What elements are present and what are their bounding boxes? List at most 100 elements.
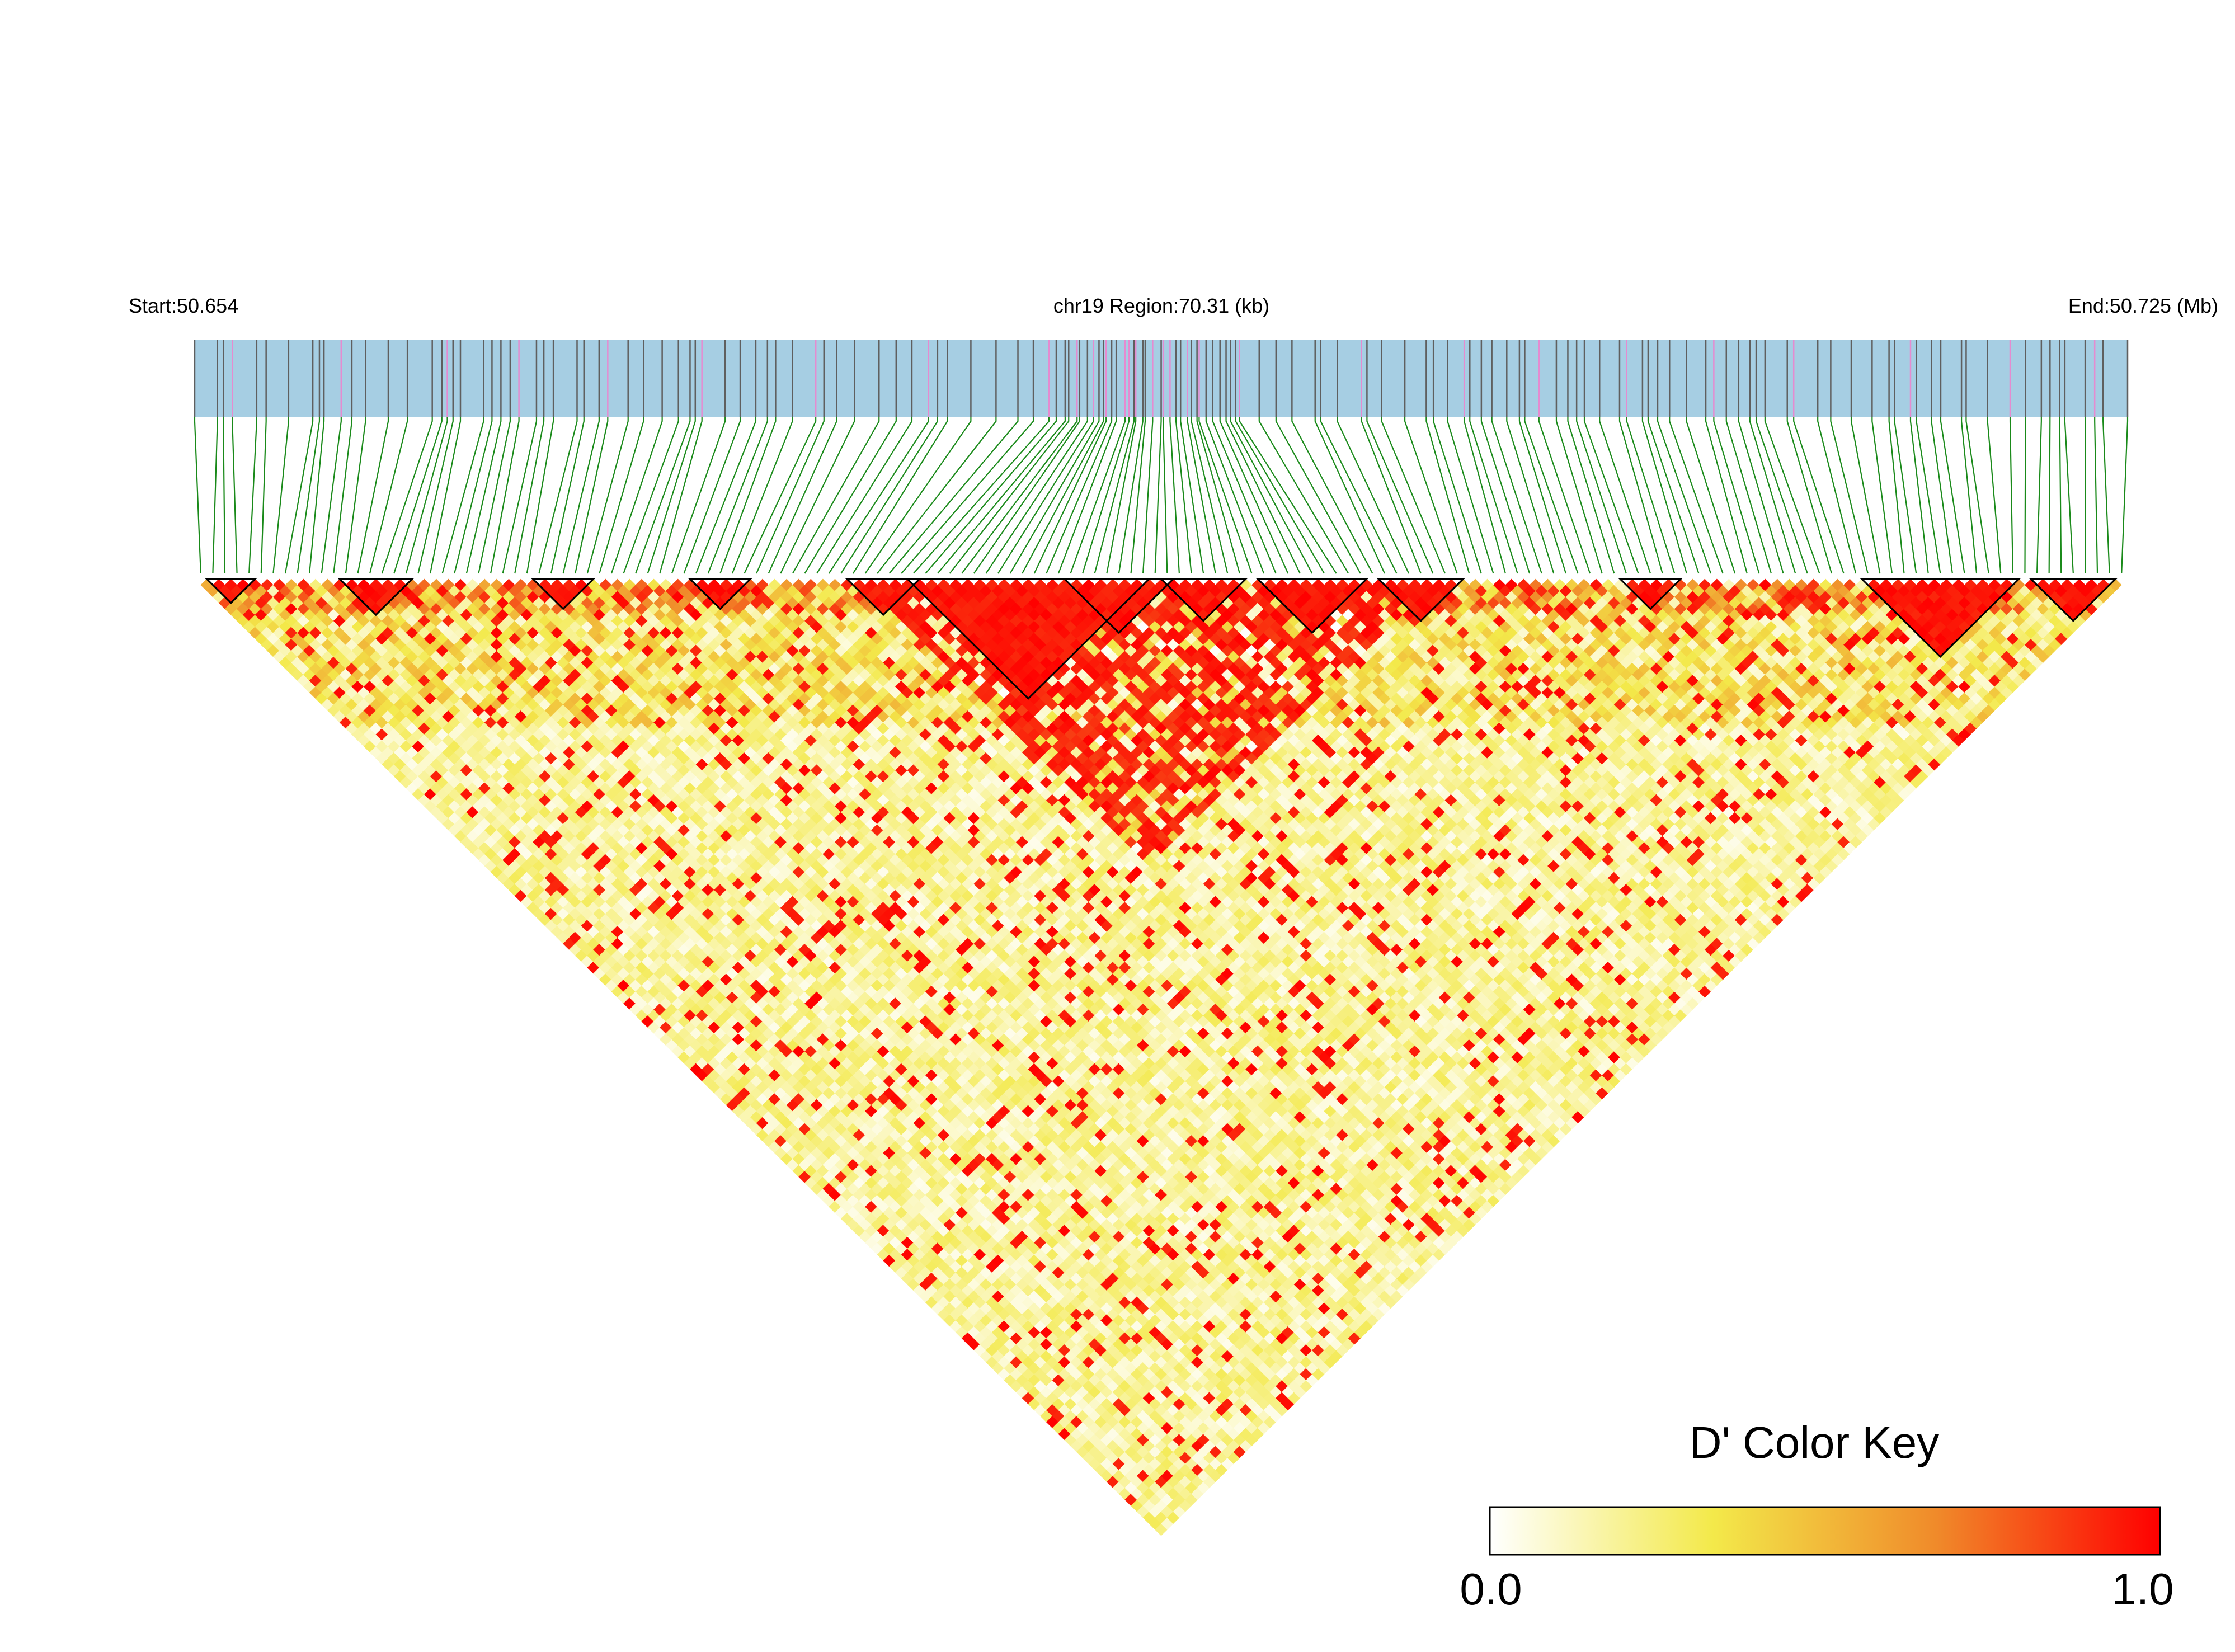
snp-connector bbox=[1191, 417, 1229, 574]
snp-connector bbox=[526, 417, 554, 574]
snp-connector bbox=[1641, 417, 1687, 574]
snp-connector bbox=[1320, 417, 1398, 574]
snp-connector bbox=[1713, 417, 1760, 574]
snp-connector bbox=[1749, 417, 1796, 574]
snp-connector bbox=[429, 417, 462, 574]
snp-connector bbox=[1538, 417, 1591, 574]
snp-connector bbox=[610, 417, 663, 574]
snp-connector bbox=[695, 417, 757, 574]
snp-connector bbox=[1618, 417, 1663, 574]
snp-connector bbox=[1175, 417, 1192, 574]
snp-connector bbox=[212, 417, 218, 574]
snp-connector bbox=[369, 417, 408, 574]
region-label: chr19 Region:70.31 (kb) bbox=[1053, 294, 1269, 317]
snp-position-track bbox=[194, 340, 2129, 417]
snp-connector bbox=[1433, 417, 1482, 574]
snp-connector bbox=[925, 417, 1057, 574]
snp-connector bbox=[2094, 417, 2098, 574]
snp-connector bbox=[1169, 417, 1180, 574]
snp-connector bbox=[1888, 417, 1905, 574]
snp-connector bbox=[756, 417, 825, 574]
snp-connector bbox=[1070, 417, 1126, 574]
snp-connector bbox=[623, 417, 679, 574]
snp-connector bbox=[478, 417, 511, 574]
snp-connector bbox=[2064, 417, 2074, 574]
snp-ticks bbox=[194, 340, 2129, 417]
snp-connector bbox=[309, 417, 325, 574]
snp-connector bbox=[1275, 417, 1361, 574]
snp-connector bbox=[1154, 417, 1162, 574]
snp-connector bbox=[913, 417, 1050, 574]
snp-connector bbox=[1960, 417, 1978, 574]
snp-connector bbox=[297, 417, 321, 574]
snp-connector-lines bbox=[194, 417, 2129, 574]
snp-connector bbox=[1361, 417, 1422, 574]
snp-connector bbox=[1033, 417, 1107, 574]
snp-connector bbox=[1817, 417, 1857, 574]
snp-connector bbox=[973, 417, 1080, 574]
snp-connector bbox=[1786, 417, 1833, 574]
snp-connector bbox=[1022, 417, 1104, 574]
snp-connector bbox=[345, 417, 366, 574]
snp-connector bbox=[744, 417, 817, 574]
snp-connector bbox=[997, 417, 1094, 574]
start-label: Start:50.654 bbox=[129, 294, 238, 317]
snp-connector bbox=[260, 417, 267, 574]
snp-connector bbox=[1225, 417, 1301, 574]
snp-connector bbox=[1337, 417, 1410, 574]
snp-connector bbox=[1583, 417, 1639, 574]
snp-connector bbox=[514, 417, 545, 574]
snp-connector bbox=[1425, 417, 1470, 574]
snp-connector bbox=[1180, 417, 1204, 574]
snp-connector bbox=[1567, 417, 1615, 574]
snp-connector bbox=[1219, 417, 1289, 574]
snp-connector bbox=[780, 417, 855, 574]
snp-connector bbox=[2036, 417, 2042, 574]
snp-connector bbox=[1916, 417, 1941, 574]
snp-connector bbox=[1626, 417, 1676, 574]
snp-connector bbox=[381, 417, 433, 574]
snp-connector bbox=[1524, 417, 1579, 574]
snp-connector bbox=[2009, 417, 2013, 574]
snp-connector bbox=[1094, 417, 1135, 574]
snp-connector bbox=[1965, 417, 1989, 574]
snp-connector bbox=[1725, 417, 1772, 574]
snp-connector bbox=[1686, 417, 1736, 574]
snp-connector bbox=[1447, 417, 1494, 574]
snp-connector bbox=[1291, 417, 1373, 574]
snp-connector bbox=[454, 417, 493, 574]
snp-connector bbox=[1909, 417, 1929, 574]
snp-connector bbox=[901, 417, 1034, 574]
snp-connector bbox=[1987, 417, 2002, 574]
snp-connector bbox=[1931, 417, 1953, 574]
snp-connector bbox=[417, 417, 454, 574]
snp-connector bbox=[1381, 417, 1446, 574]
snp-connector bbox=[1130, 417, 1146, 574]
snp-connector bbox=[1793, 417, 1845, 574]
snp-connector bbox=[1205, 417, 1265, 574]
snp-connector bbox=[1506, 417, 1555, 574]
snp-connector bbox=[575, 417, 609, 574]
snp-connector bbox=[1230, 417, 1313, 574]
snp-connector bbox=[647, 417, 696, 574]
snp-connector bbox=[1940, 417, 1965, 574]
snp-connector bbox=[937, 417, 1066, 574]
snp-connector bbox=[888, 417, 1019, 574]
snp-connector bbox=[792, 417, 880, 574]
snp-connector bbox=[248, 417, 257, 574]
snp-connector bbox=[1198, 417, 1253, 574]
ld-cells bbox=[200, 578, 2122, 1536]
snp-connector bbox=[1106, 417, 1137, 574]
snp-connector bbox=[840, 417, 938, 574]
snp-connector bbox=[393, 417, 443, 574]
snp-connector bbox=[223, 417, 226, 574]
snp-connector bbox=[1212, 417, 1277, 574]
snp-connector bbox=[1366, 417, 1434, 574]
snp-connector bbox=[1258, 417, 1349, 574]
snp-connector bbox=[1162, 417, 1168, 574]
snp-connector bbox=[1009, 417, 1100, 574]
snp-connector bbox=[852, 417, 948, 574]
snp-connector bbox=[1404, 417, 1458, 574]
snp-connector bbox=[1764, 417, 1820, 574]
snp-connector bbox=[1118, 417, 1144, 574]
